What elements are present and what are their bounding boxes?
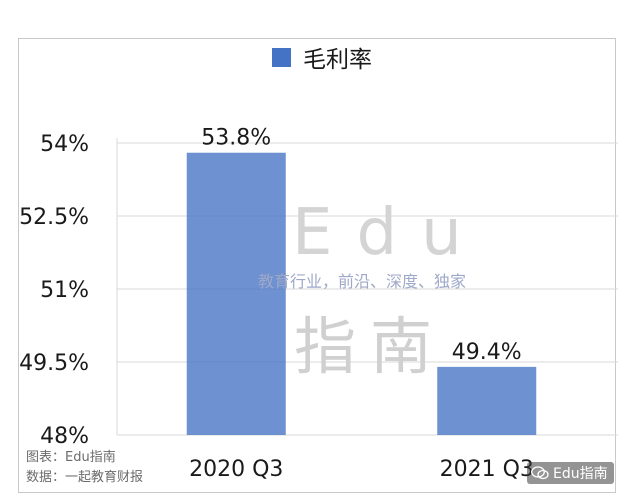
chart-source-note: 图表：Edu指南 — [26, 450, 116, 465]
data-label: 53.8% — [201, 126, 271, 151]
bar — [437, 366, 537, 435]
wechat-badge[interactable]: Edu指南 — [527, 462, 614, 484]
chart-frame — [18, 38, 616, 493]
y-tick-label: 49.5% — [19, 351, 89, 376]
legend-swatch — [272, 47, 291, 67]
wechat-icon — [531, 466, 549, 480]
bar — [186, 152, 286, 435]
data-label: 49.4% — [452, 340, 522, 365]
x-tick-label: 2021 Q3 — [440, 457, 534, 482]
y-tick-label: 48% — [40, 424, 89, 449]
data-source-note: 数据：一起教育财报 — [26, 470, 144, 485]
x-tick-label: 2020 Q3 — [189, 457, 283, 482]
y-tick-label: 52.5% — [19, 205, 89, 230]
y-tick-label: 51% — [40, 278, 89, 303]
legend: 毛利率 — [272, 44, 372, 73]
y-tick-label: 54% — [40, 132, 89, 157]
legend-label: 毛利率 — [303, 47, 372, 73]
wechat-label: Edu指南 — [553, 466, 608, 482]
